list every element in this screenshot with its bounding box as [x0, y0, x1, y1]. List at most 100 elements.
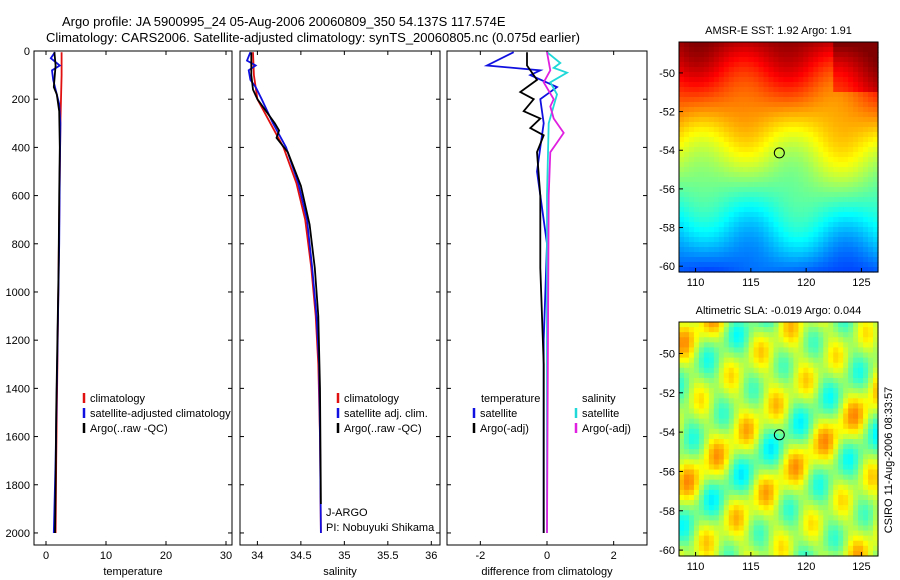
sst-heatmap-cell — [868, 62, 874, 68]
sst-heatmap-cell — [818, 87, 824, 93]
sst-heatmap-cell — [698, 137, 705, 143]
sst-heatmap-cell — [738, 127, 745, 133]
sst-heatmap-cell — [743, 197, 750, 203]
sst-heatmap-cell — [733, 132, 740, 138]
sst-heatmap-cell — [803, 137, 809, 143]
sst-heatmap-cell — [693, 247, 700, 253]
sla-heatmap-cell — [793, 388, 799, 394]
sst-heatmap-cell — [768, 167, 775, 173]
sst-heatmap-cell — [823, 92, 829, 98]
sst-heatmap-cell — [728, 147, 735, 153]
sst-heatmap-cell — [778, 82, 785, 88]
sst-heatmap-cell — [848, 252, 854, 258]
sst-heatmap-cell — [848, 257, 854, 263]
sla-heatmap-cell — [793, 505, 799, 511]
sst-heatmap-cell — [823, 142, 829, 148]
sst-heatmap-cell — [828, 147, 834, 153]
sla-heatmap-cell — [873, 550, 879, 557]
sla-heatmap-cell — [733, 372, 740, 379]
sst-heatmap-cell — [758, 122, 765, 128]
sst-heatmap-cell — [713, 257, 720, 263]
sst-heatmap-cell — [838, 97, 844, 103]
sla-heatmap-cell — [808, 342, 814, 349]
sla-heatmap-cell — [768, 342, 775, 349]
sst-heatmap-cell — [803, 92, 809, 98]
sla-heatmap-cell — [718, 342, 725, 349]
sst-heatmap-cell — [813, 197, 819, 203]
sla-heatmap-cell — [688, 398, 695, 404]
sla-heatmap-cell — [763, 515, 770, 521]
sla-heatmap-cell — [798, 347, 804, 354]
sst-heatmap-cell — [798, 62, 804, 68]
sst-heatmap-cell — [773, 242, 780, 248]
sla-heatmap-cell — [833, 530, 839, 537]
sla-heatmap-cell — [788, 398, 795, 404]
sst-heatmap-cell — [688, 232, 695, 238]
sst-heatmap-cell — [763, 267, 770, 273]
sst-heatmap-cell — [763, 137, 770, 143]
sla-heatmap-cell — [848, 367, 854, 374]
sla-heatmap-cell — [679, 474, 685, 481]
sst-heatmap-cell — [688, 112, 695, 118]
sla-heatmap-cell — [838, 545, 844, 552]
sst-heatmap-cell — [793, 77, 799, 83]
sla-heatmap-cell — [703, 332, 710, 338]
sst-heatmap-cell — [713, 87, 720, 93]
sla-heatmap-cell — [713, 388, 720, 394]
sla-heatmap-cell — [808, 357, 814, 364]
sst-heatmap-cell — [828, 97, 834, 103]
sst-heatmap-cell — [818, 67, 824, 73]
sst-heatmap-cell — [783, 212, 790, 218]
sst-heatmap-cell — [798, 222, 804, 228]
sla-heatmap-cell — [843, 413, 849, 420]
sla-heatmap-cell — [768, 357, 775, 364]
sla-heatmap-cell — [688, 433, 695, 440]
sla-heatmap-cell — [763, 494, 770, 501]
sst-heatmap-cell — [738, 237, 745, 243]
sst-heatmap-cell — [823, 162, 829, 168]
sst-heatmap-cell — [813, 162, 819, 168]
sla-heatmap-cell — [858, 393, 864, 399]
sla-heatmap-cell — [873, 377, 879, 384]
sla-heatmap-cell — [723, 332, 730, 338]
sst-heatmap-cell — [838, 62, 844, 68]
sla-heatmap-cell — [788, 357, 795, 364]
sst-heatmap-cell — [713, 167, 720, 173]
sst-heatmap-cell — [763, 252, 770, 258]
sst-heatmap-cell — [813, 47, 819, 53]
sla-heatmap-cell — [723, 367, 730, 374]
sla-heatmap-cell — [808, 489, 814, 496]
sla-heatmap-cell — [733, 459, 740, 466]
sst-heatmap-cell — [738, 112, 745, 118]
sla-heatmap-cell — [778, 362, 785, 369]
sla-heatmap-cell — [738, 469, 745, 476]
sst-heatmap-cell — [868, 97, 874, 103]
sst-heatmap-cell — [818, 172, 824, 178]
sst-heatmap-cell — [783, 172, 790, 178]
sst-heatmap-cell — [788, 157, 795, 163]
sst-heatmap-cell — [679, 52, 685, 58]
sst-heatmap-cell — [758, 52, 765, 58]
sla-heatmap-cell — [758, 357, 765, 364]
sla-heatmap-cell — [838, 444, 844, 450]
sla-heatmap-cell — [753, 540, 760, 547]
sla-heatmap-cell — [693, 433, 700, 440]
sst-heatmap-cell — [828, 57, 834, 63]
sla-heatmap-cell — [693, 439, 700, 445]
sst-heatmap-cell — [788, 127, 795, 133]
sst-heatmap-cell — [853, 192, 859, 198]
sst-heatmap-cell — [728, 192, 735, 198]
sst-heatmap-cell — [763, 112, 770, 118]
sst-heatmap-cell — [753, 77, 760, 83]
sst-heatmap-cell — [733, 47, 740, 53]
sla-heatmap-cell — [833, 500, 839, 506]
sla-heatmap-cell — [683, 525, 690, 532]
sst-heatmap-cell — [843, 167, 849, 173]
sst-heatmap-cell — [693, 42, 700, 48]
sla-heatmap-cell — [723, 489, 730, 496]
sst-heatmap-cell — [773, 82, 780, 88]
sla-heatmap-cell — [868, 489, 874, 496]
sst-heatmap-cell — [853, 147, 859, 153]
sla-heatmap-cell — [843, 520, 849, 527]
sst-heatmap-cell — [718, 142, 725, 148]
